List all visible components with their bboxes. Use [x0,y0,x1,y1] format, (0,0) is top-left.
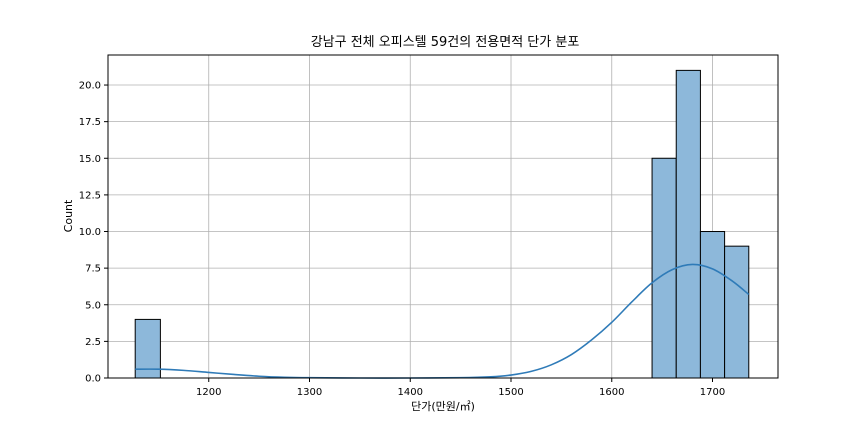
y-tick-label: 10.0 [79,227,101,238]
chart-title: 강남구 전체 오피스텔 59건의 전용면적 단가 분포 [311,35,580,50]
x-axis: 1200 1300 1400 1500 1600 1700 [196,378,725,398]
y-tick-label: 7.5 [85,264,101,275]
kde-line [135,263,750,379]
plot-frame [107,54,779,379]
y-tick-label: 12.5 [79,190,101,201]
y-axis-label: Count [62,199,75,232]
bars-layer [134,69,750,379]
kde-layer [135,263,750,379]
x-tick-label: 1600 [599,387,624,398]
y-tick-label: 5.0 [85,300,101,311]
x-tick-label: 1700 [700,387,725,398]
x-tick-label: 1300 [297,387,322,398]
y-tick-label: 20.0 [79,81,101,92]
x-tick-label: 1400 [398,387,423,398]
y-tick-label: 2.5 [85,337,101,348]
y-tick-label: 15.0 [79,154,101,165]
x-tick-label: 1500 [498,387,523,398]
histogram-bar [651,157,677,379]
histogram-bar [724,245,750,379]
y-tick-label: 17.5 [79,117,101,128]
histogram-bar [699,231,726,379]
x-axis-label: 단가(만원/㎡) [411,400,475,413]
histogram-bar [675,69,701,379]
y-tick-label: 0.0 [85,374,101,385]
y-axis: 0.0 2.5 5.0 7.5 10.0 12.5 15.0 17.5 20.0 [79,81,108,385]
x-tick-label: 1200 [196,387,221,398]
histogram-bar [134,318,161,379]
